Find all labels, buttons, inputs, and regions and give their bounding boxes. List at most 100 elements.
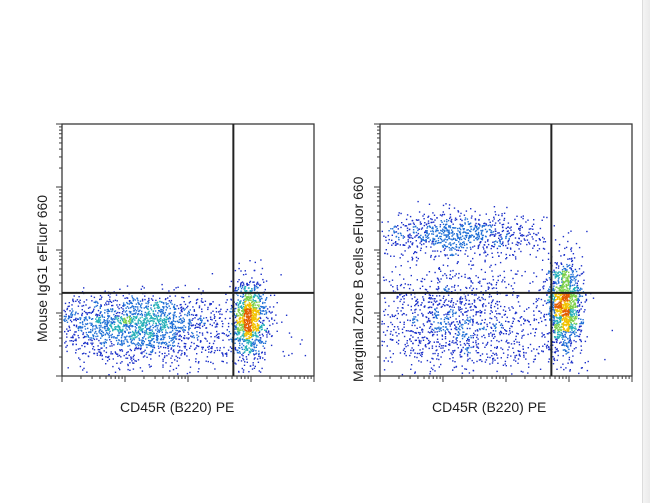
event-dot [81, 305, 83, 307]
event-dot [301, 339, 303, 341]
event-dot [172, 314, 174, 316]
event-dot [170, 337, 173, 340]
event-dot [261, 352, 263, 354]
event-dot [225, 301, 227, 304]
event-dot [241, 325, 243, 328]
event-dot [176, 329, 179, 332]
event-dot [149, 331, 151, 334]
event-dot [259, 330, 261, 332]
event-dot [140, 321, 143, 323]
event-dot [112, 358, 114, 360]
event-dot [247, 330, 249, 332]
event-dot [435, 230, 437, 233]
event-dot [470, 248, 472, 250]
event-dot [407, 260, 409, 263]
event-dot [267, 317, 269, 320]
event-dot [115, 353, 118, 355]
event-dot [182, 297, 185, 299]
event-dot [239, 356, 241, 358]
event-dot [419, 223, 422, 225]
event-dot [561, 336, 563, 339]
event-dot [559, 307, 562, 309]
event-dot [445, 241, 447, 243]
event-dot [266, 334, 268, 336]
event-dot [561, 283, 564, 285]
event-dot [554, 325, 556, 327]
event-dot [498, 240, 501, 242]
event-dot [559, 299, 561, 301]
event-dot [563, 268, 565, 270]
event-dot [555, 276, 557, 278]
event-dot [122, 320, 124, 322]
event-dot [249, 302, 252, 305]
event-dot [398, 236, 400, 239]
event-dot [260, 273, 262, 275]
event-dot [417, 229, 419, 232]
event-dot [245, 307, 247, 310]
event-dot [553, 319, 556, 321]
event-dot [141, 285, 144, 288]
event-dot [65, 313, 67, 316]
event-dot [168, 320, 170, 323]
event-dot [239, 331, 241, 334]
event-dot [411, 256, 413, 259]
event-dot [573, 295, 575, 297]
event-dot [556, 283, 558, 285]
event-dot [252, 310, 255, 312]
event-dot [563, 322, 565, 324]
event-dot [265, 298, 267, 300]
event-dot [251, 317, 253, 319]
event-dot [131, 296, 134, 299]
event-dot [572, 304, 574, 306]
event-dot [140, 344, 142, 347]
event-dot [562, 295, 564, 297]
event-dot [450, 247, 452, 250]
event-dot [130, 317, 133, 319]
event-dot [103, 316, 106, 318]
event-dot [86, 323, 88, 326]
event-dot [153, 313, 156, 315]
event-dot [566, 269, 568, 271]
event-dot [260, 305, 262, 308]
event-dot [118, 367, 120, 369]
event-dot [253, 367, 256, 369]
event-dot [248, 296, 250, 299]
event-dot [230, 280, 233, 283]
event-dot [162, 364, 164, 366]
event-dot [165, 298, 167, 300]
event-dot [576, 284, 579, 287]
event-dot [567, 240, 569, 243]
event-dot [244, 351, 246, 353]
event-dot [81, 344, 83, 347]
event-dot [252, 309, 254, 311]
event-dot [96, 338, 98, 340]
event-dot [554, 277, 556, 279]
event-dot [241, 317, 244, 319]
event-dot [402, 235, 404, 237]
event-dot [493, 245, 495, 248]
event-dot [107, 308, 109, 311]
event-dot [560, 326, 562, 328]
event-dot [516, 215, 518, 217]
x-axis-label: CD45R (B220) PE [120, 399, 234, 415]
event-dot [246, 339, 248, 341]
event-dot [82, 336, 85, 339]
event-dot [431, 221, 433, 224]
event-dot [83, 352, 85, 354]
event-dot [82, 332, 85, 334]
event-dot [565, 271, 568, 273]
event-dot [259, 326, 262, 329]
event-dot [567, 313, 569, 315]
event-dot [242, 274, 245, 276]
event-dot [103, 345, 105, 347]
event-dot [575, 341, 577, 343]
event-dot [156, 339, 159, 341]
event-dot [136, 343, 138, 345]
event-dot [509, 227, 511, 229]
event-dot [413, 316, 415, 318]
event-dot [408, 234, 410, 236]
event-dot [448, 225, 451, 227]
event-dot [147, 337, 150, 339]
event-dot [221, 313, 223, 316]
event-dot [493, 218, 495, 220]
